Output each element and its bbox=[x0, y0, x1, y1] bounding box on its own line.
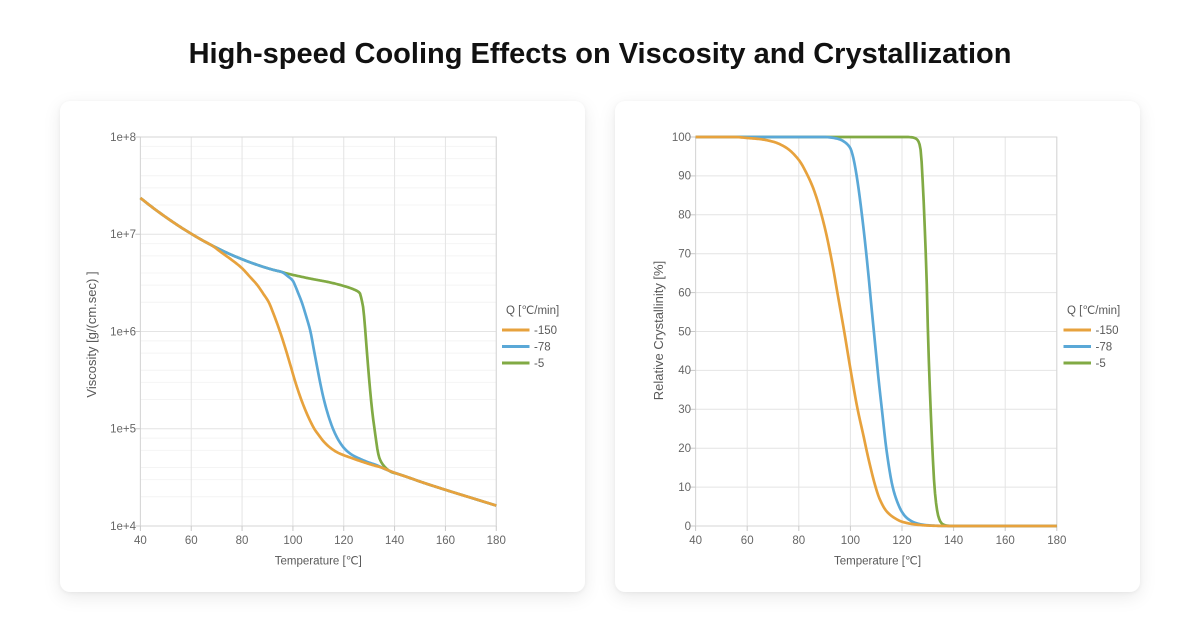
svg-text:100: 100 bbox=[283, 535, 302, 547]
svg-text:40: 40 bbox=[689, 535, 702, 547]
svg-text:-78: -78 bbox=[534, 341, 551, 353]
svg-text:160: 160 bbox=[436, 535, 455, 547]
svg-text:140: 140 bbox=[385, 535, 404, 547]
svg-text:Q [℃/min]: Q [℃/min] bbox=[506, 305, 559, 317]
svg-text:60: 60 bbox=[678, 287, 691, 299]
svg-text:1e+8: 1e+8 bbox=[110, 132, 136, 144]
svg-text:90: 90 bbox=[678, 171, 691, 183]
svg-text:20: 20 bbox=[678, 443, 691, 455]
svg-text:60: 60 bbox=[741, 535, 754, 547]
svg-text:Viscosity [g/(cm.sec) ]: Viscosity [g/(cm.sec) ] bbox=[84, 271, 99, 397]
svg-text:80: 80 bbox=[236, 535, 249, 547]
svg-text:160: 160 bbox=[996, 535, 1015, 547]
svg-text:120: 120 bbox=[892, 535, 911, 547]
svg-text:Relative Crystallinity [%]: Relative Crystallinity [%] bbox=[651, 261, 666, 400]
svg-text:70: 70 bbox=[678, 249, 691, 261]
svg-text:-78: -78 bbox=[1096, 341, 1113, 353]
svg-text:-5: -5 bbox=[534, 358, 544, 370]
svg-text:120: 120 bbox=[334, 535, 353, 547]
svg-text:40: 40 bbox=[134, 535, 147, 547]
svg-text:1e+5: 1e+5 bbox=[110, 424, 136, 436]
svg-text:-150: -150 bbox=[1096, 325, 1119, 337]
svg-text:Temperature [℃]: Temperature [℃] bbox=[834, 556, 921, 568]
svg-text:-150: -150 bbox=[534, 325, 557, 337]
svg-text:10: 10 bbox=[678, 482, 691, 494]
svg-text:180: 180 bbox=[1047, 535, 1066, 547]
svg-text:60: 60 bbox=[185, 535, 198, 547]
svg-text:1e+6: 1e+6 bbox=[110, 326, 136, 338]
svg-text:140: 140 bbox=[944, 535, 963, 547]
svg-text:80: 80 bbox=[792, 535, 805, 547]
svg-text:50: 50 bbox=[678, 326, 691, 338]
svg-text:Q [℃/min]: Q [℃/min] bbox=[1067, 305, 1120, 317]
svg-text:30: 30 bbox=[678, 404, 691, 416]
svg-text:40: 40 bbox=[678, 365, 691, 377]
svg-text:100: 100 bbox=[672, 132, 691, 144]
svg-text:0: 0 bbox=[685, 521, 691, 533]
svg-text:180: 180 bbox=[487, 535, 506, 547]
svg-text:Temperature [℃]: Temperature [℃] bbox=[275, 556, 362, 568]
svg-text:1e+7: 1e+7 bbox=[110, 229, 136, 241]
svg-text:100: 100 bbox=[841, 535, 860, 547]
svg-text:-5: -5 bbox=[1096, 358, 1106, 370]
svg-text:1e+4: 1e+4 bbox=[110, 521, 137, 533]
svg-text:80: 80 bbox=[678, 210, 691, 222]
